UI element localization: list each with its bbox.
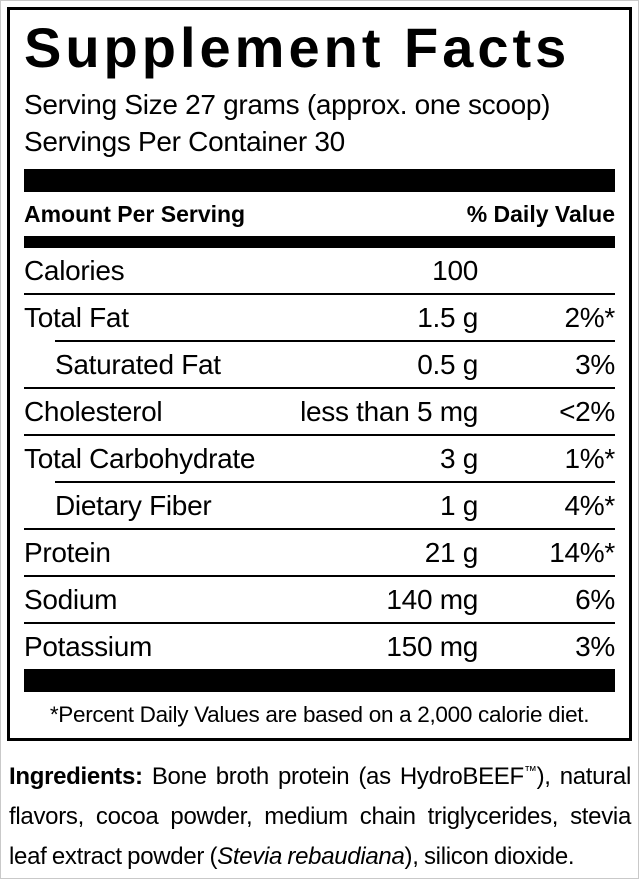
row-divider xyxy=(24,622,615,625)
row-amount: 21 g xyxy=(424,536,479,568)
row-daily-value: <2% xyxy=(559,395,615,427)
row-daily-value: 3% xyxy=(575,348,615,380)
thick-divider-bottom xyxy=(24,669,615,693)
row-daily-value: 2%* xyxy=(564,301,616,333)
row-amount: less than 5 mg xyxy=(300,395,478,427)
table-row-calories: Calories 100 xyxy=(24,248,615,293)
row-label: Protein xyxy=(24,536,111,568)
table-header-row: Amount Per Serving % Daily Value xyxy=(24,192,615,236)
row-label: Calories xyxy=(24,254,125,286)
row-divider xyxy=(24,575,615,578)
row-label: Cholesterol xyxy=(24,395,163,427)
row-divider xyxy=(24,293,615,296)
table-row-sodium: Sodium 140 mg 6% xyxy=(24,577,615,622)
row-amount: 150 mg xyxy=(386,630,478,662)
table-row-protein: Protein 21 g 14%* xyxy=(24,530,615,575)
row-label: Dietary Fiber xyxy=(55,489,212,521)
table-row-cholesterol: Cholesterol less than 5 mg <2% xyxy=(24,389,615,434)
ingredients-latin-name: Stevia rebaudiana xyxy=(217,843,405,871)
row-divider xyxy=(24,387,615,390)
servings-per-container-line: Servings Per Container 30 xyxy=(24,126,345,158)
row-daily-value: 6% xyxy=(575,583,615,615)
row-amount: 140 mg xyxy=(386,583,478,615)
facts-title: Supplement Facts xyxy=(24,16,571,79)
table-row-saturated-fat: Saturated Fat 0.5 g 3% xyxy=(24,342,615,387)
trademark-symbol: ™ xyxy=(523,763,537,779)
row-daily-value: 14%* xyxy=(549,536,615,568)
ingredients-text-1: Bone broth protein (as HydroBEEF xyxy=(142,763,524,791)
table-row-potassium: Potassium 150 mg 3% xyxy=(24,624,615,669)
row-divider xyxy=(24,528,615,531)
row-amount: 1.5 g xyxy=(417,301,478,333)
ingredients-label: Ingredients: xyxy=(9,763,143,791)
amount-per-serving-header: Amount Per Serving xyxy=(24,200,246,227)
serving-size-line: Serving Size 27 grams (approx. one scoop… xyxy=(24,89,551,121)
ingredients-text-2: ), natural flavors, cocoa powder, medium… xyxy=(9,763,631,871)
row-label: Total Fat xyxy=(24,301,129,333)
supplement-facts-panel: Supplement Facts Serving Size 27 grams (… xyxy=(7,7,632,742)
table-row-total-carbohydrate: Total Carbohydrate 3 g 1%* xyxy=(24,436,615,481)
row-amount: 100 xyxy=(432,254,478,286)
table-row-dietary-fiber: Dietary Fiber 1 g 4%* xyxy=(24,483,615,528)
row-label: Total Carbohydrate xyxy=(24,442,256,474)
daily-value-footnote: *Percent Daily Values are based on a 2,0… xyxy=(49,702,590,728)
row-label: Saturated Fat xyxy=(55,348,221,380)
row-divider xyxy=(24,434,615,437)
row-amount: 3 g xyxy=(439,442,478,474)
row-daily-value: 3% xyxy=(575,630,615,662)
daily-value-header: % Daily Value xyxy=(466,200,615,227)
thick-divider-top xyxy=(24,169,615,193)
ingredients-text-3: ), silicon dioxide. xyxy=(404,843,575,871)
ingredients-paragraph: Ingredients: Bone broth protein (as Hydr… xyxy=(9,757,631,877)
medium-divider xyxy=(24,236,615,249)
row-amount: 1 g xyxy=(439,489,478,521)
table-row-total-fat: Total Fat 1.5 g 2%* xyxy=(24,295,615,340)
row-divider-indented xyxy=(55,481,615,484)
row-divider-indented xyxy=(55,340,615,343)
row-daily-value: 4%* xyxy=(564,489,616,521)
row-label: Sodium xyxy=(24,583,118,615)
row-daily-value: 1%* xyxy=(564,442,616,474)
row-label: Potassium xyxy=(24,630,153,662)
row-amount: 0.5 g xyxy=(417,348,478,380)
